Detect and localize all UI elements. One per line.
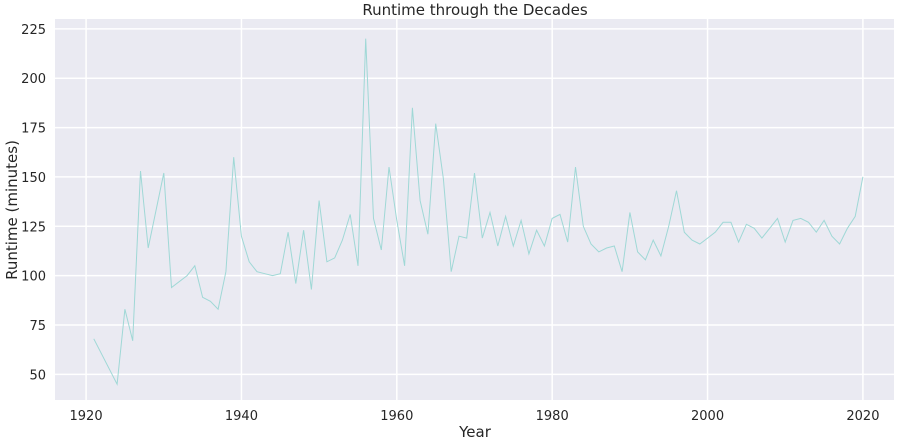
x-tick-label: 1980 bbox=[536, 409, 569, 424]
x-tick-label: 1920 bbox=[70, 409, 103, 424]
y-tick-label: 75 bbox=[29, 319, 46, 334]
y-tick-label: 125 bbox=[21, 220, 46, 235]
chart-title: Runtime through the Decades bbox=[362, 1, 587, 19]
plot-background bbox=[55, 19, 894, 400]
grid-lines bbox=[55, 19, 894, 400]
x-tick-label: 1940 bbox=[225, 409, 258, 424]
runtime-series-line bbox=[93, 38, 864, 386]
x-tick-label: 2000 bbox=[691, 409, 724, 424]
x-tick-label: 1960 bbox=[380, 409, 413, 424]
x-tick-label: 2020 bbox=[846, 409, 879, 424]
x-axis-label: Year bbox=[458, 423, 492, 438]
y-tick-label: 50 bbox=[29, 368, 46, 383]
x-tick-labels: 1920 1940 1960 1980 2000 2020 bbox=[70, 409, 880, 424]
y-tick-label: 225 bbox=[21, 23, 46, 38]
y-tick-label: 175 bbox=[21, 122, 46, 137]
y-tick-label: 100 bbox=[21, 270, 46, 285]
y-tick-label: 150 bbox=[21, 171, 46, 186]
y-tick-labels: 50 75 100 125 150 175 200 225 bbox=[21, 23, 46, 383]
y-tick-label: 200 bbox=[21, 72, 46, 87]
y-axis-label: Runtime (minutes) bbox=[3, 140, 21, 280]
